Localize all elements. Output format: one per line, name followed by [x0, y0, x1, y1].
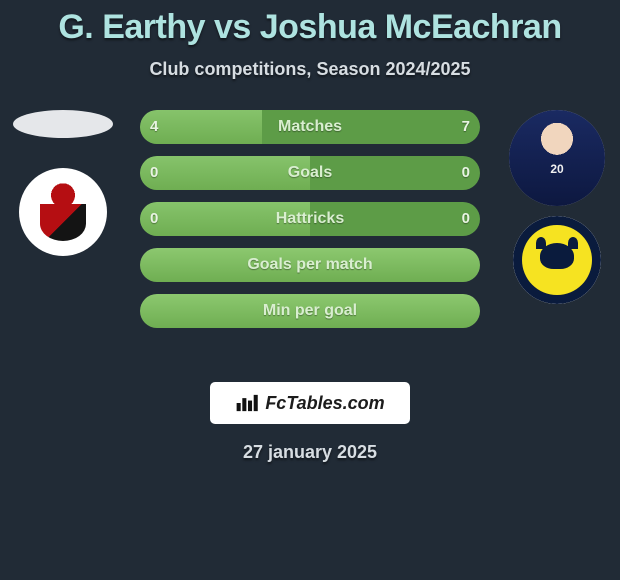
stat-row-min-per-goal: Min per goal [140, 294, 480, 328]
stat-label: Matches [140, 110, 480, 144]
bristol-city-crest-icon [25, 174, 101, 250]
player-photo-icon [509, 110, 605, 206]
bars-chart-icon [235, 393, 261, 413]
page-title: G. Earthy vs Joshua McEachran [0, 0, 620, 47]
oxford-united-crest-icon [513, 216, 601, 304]
stat-row-goals-per-match: Goals per match [140, 248, 480, 282]
left-player-avatar-placeholder [13, 110, 113, 138]
stat-label: Goals per match [140, 248, 480, 282]
stat-row-hattricks: 00Hattricks [140, 202, 480, 236]
stat-label: Hattricks [140, 202, 480, 236]
right-player-avatar [509, 110, 605, 206]
stat-row-goals: 00Goals [140, 156, 480, 190]
page-subtitle: Club competitions, Season 2024/2025 [0, 59, 620, 80]
left-player-column [8, 110, 118, 256]
comparison-stage: 47Matches 00Goals 00Hattricks Goals per mat… [0, 110, 620, 370]
stat-label: Min per goal [140, 294, 480, 328]
generation-date: 27 january 2025 [0, 442, 620, 463]
left-club-crest [19, 168, 107, 256]
right-club-crest [513, 216, 601, 304]
right-player-column [502, 110, 612, 304]
stat-bars: 47Matches 00Goals 00Hattricks Goals per mat… [140, 110, 480, 340]
site-attribution: FcTables.com [210, 382, 410, 424]
stat-row-matches: 47Matches [140, 110, 480, 144]
site-name: FcTables.com [265, 393, 384, 414]
stat-label: Goals [140, 156, 480, 190]
